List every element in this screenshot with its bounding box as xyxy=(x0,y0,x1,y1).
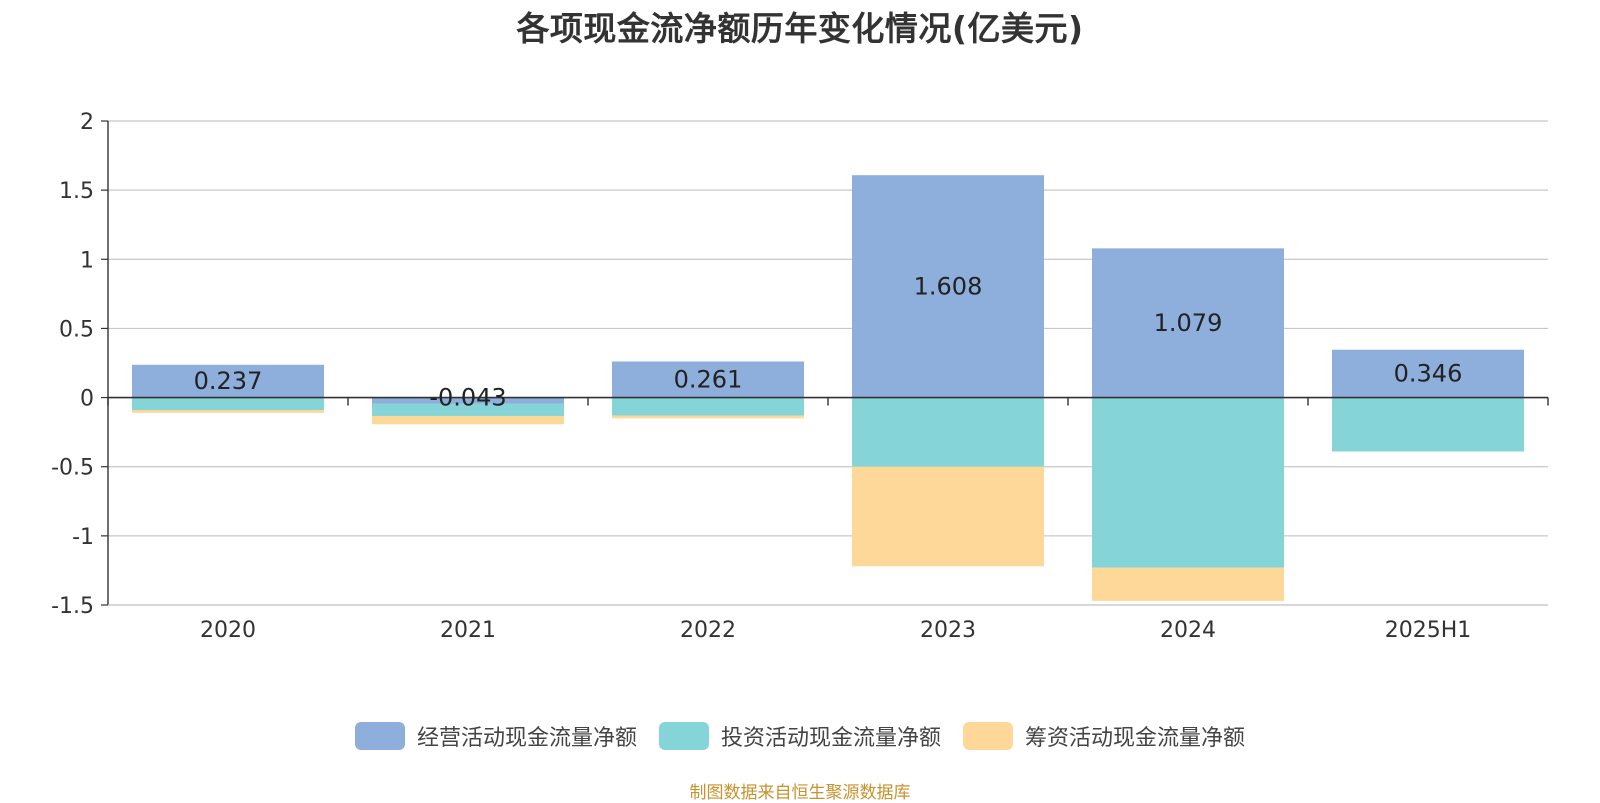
bar-layer xyxy=(132,175,1524,601)
y-tick-label: -0.5 xyxy=(51,456,94,481)
y-tick-label: 1 xyxy=(80,248,94,273)
source-note: 制图数据来自恒生聚源数据库 xyxy=(689,783,911,803)
bar-investing-2021 xyxy=(372,403,564,416)
bar-investing-2020 xyxy=(132,397,324,411)
data-label-operating-2020: 0.237 xyxy=(194,367,263,395)
bar-operating-2020 xyxy=(132,364,324,398)
x-tick-label-2025H1: 2025H1 xyxy=(1385,618,1472,643)
x-tick-label-2020: 2020 xyxy=(200,618,256,643)
bar-financing-2020 xyxy=(132,410,324,413)
bar-financing-2021 xyxy=(372,415,564,425)
bar-investing-2022 xyxy=(612,397,804,416)
legend-item-investing[interactable]: 投资活动现金流量净额 xyxy=(658,720,941,752)
legend-swatch-investing xyxy=(658,722,709,750)
legend-label-financing: 筹资活动现金流量净额 xyxy=(1025,726,1246,751)
legend-label-operating: 经营活动现金流量净额 xyxy=(416,726,637,751)
bar-operating-2023 xyxy=(852,175,1044,398)
bar-financing-2022 xyxy=(612,415,804,419)
legend-item-operating[interactable]: 经营活动现金流量净额 xyxy=(354,720,637,752)
y-tick-label: 2 xyxy=(80,110,94,135)
data-label-operating-2023: 1.608 xyxy=(914,272,983,300)
data-label-operating-2025H1: 0.346 xyxy=(1394,360,1463,388)
legend-label-investing: 投资活动现金流量净额 xyxy=(720,726,941,751)
bar-operating-2024 xyxy=(1092,248,1284,398)
y-tick-label: 1.5 xyxy=(59,179,94,204)
data-label-operating-2021: -0.043 xyxy=(429,384,506,412)
bar-investing-2024 xyxy=(1092,397,1284,568)
x-tick-label-2023: 2023 xyxy=(920,618,976,643)
bar-financing-2023 xyxy=(852,466,1044,567)
legend-swatch-operating xyxy=(354,722,405,750)
x-tick-label-2024: 2024 xyxy=(1160,618,1216,643)
y-tick-label: -1.5 xyxy=(51,594,94,619)
legend-swatch-financing xyxy=(963,722,1013,750)
bar-investing-2023 xyxy=(852,397,1044,467)
legend-item-financing[interactable]: 筹资活动现金流量净额 xyxy=(963,720,1245,752)
y-tick-label: 0 xyxy=(80,387,94,412)
axis-layer: 2 1.5 1 0.5 0 -0.5 -1 -1.5 2020 2021 2022 2023 2024 2… xyxy=(51,110,1549,643)
x-tick-label-2021: 2021 xyxy=(440,618,496,643)
bar-investing-2025H1 xyxy=(1332,397,1524,452)
y-tick-label: 0.5 xyxy=(59,317,94,342)
bar-operating-2022 xyxy=(612,361,804,398)
legend: 经营活动现金流量净额 投资活动现金流量净额 筹资活动现金流量净额 xyxy=(0,720,1600,752)
bar-operating-2021 xyxy=(372,397,564,404)
x-tick-label-2022: 2022 xyxy=(680,618,736,643)
bar-financing-2024 xyxy=(1092,567,1284,601)
y-tick-label: -1 xyxy=(72,525,94,550)
chart-title: 各项现金流净额历年变化情况(亿美元) xyxy=(516,9,1084,48)
data-label-operating-2024: 1.079 xyxy=(1154,309,1223,337)
bar-operating-2025H1 xyxy=(1332,349,1524,398)
data-label-operating-2022: 0.261 xyxy=(674,366,743,394)
label-layer: 0.237 -0.043 0.261 1.608 1.079 0.346 xyxy=(194,272,1463,411)
